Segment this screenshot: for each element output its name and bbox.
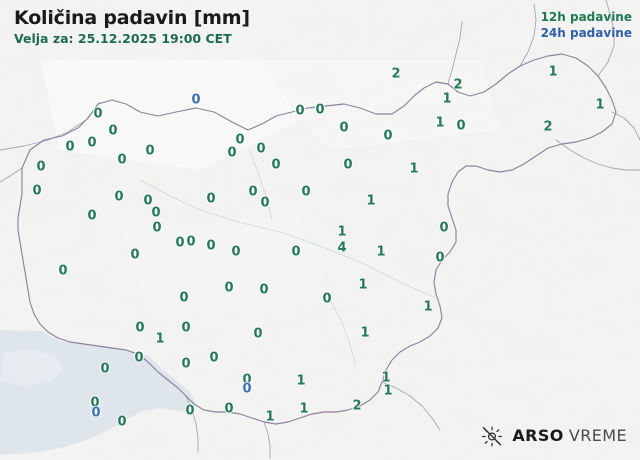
logo-vreme: VREME bbox=[568, 426, 627, 445]
station-value: 1 bbox=[358, 277, 368, 293]
station-value: 4 bbox=[337, 240, 347, 256]
station-value: 0 bbox=[91, 405, 101, 421]
station-value: 0 bbox=[134, 350, 144, 366]
station-value: 0 bbox=[259, 282, 269, 298]
station-value: 1 bbox=[595, 97, 605, 113]
station-value: 0 bbox=[227, 145, 237, 161]
station-value: 0 bbox=[260, 195, 270, 211]
station-value: 0 bbox=[235, 132, 245, 148]
legend-item-12h: 12h padavine bbox=[540, 10, 632, 24]
station-value: 1 bbox=[442, 91, 452, 107]
country-border bbox=[17, 53, 617, 425]
station-value: 0 bbox=[130, 247, 140, 263]
station-value: 0 bbox=[100, 361, 110, 377]
station-value: 0 bbox=[242, 381, 252, 397]
station-value: 0 bbox=[93, 106, 103, 122]
station-value: 1 bbox=[155, 331, 165, 347]
station-value: 1 bbox=[423, 299, 433, 315]
station-value: 2 bbox=[352, 398, 362, 414]
station-value: 0 bbox=[87, 135, 97, 151]
station-value: 0 bbox=[151, 205, 161, 221]
page-title: Količina padavin [mm] bbox=[14, 7, 250, 29]
station-value: 0 bbox=[117, 152, 127, 168]
station-value: 0 bbox=[145, 143, 155, 159]
station-value: 0 bbox=[456, 118, 466, 134]
station-value: 0 bbox=[191, 92, 201, 108]
station-value: 0 bbox=[65, 139, 75, 155]
river-lines bbox=[139, 149, 441, 367]
station-value: 0 bbox=[181, 320, 191, 336]
station-value: 0 bbox=[343, 157, 353, 173]
sun-rays-icon bbox=[482, 426, 503, 447]
station-value: 0 bbox=[256, 141, 266, 157]
station-value: 0 bbox=[295, 103, 305, 119]
station-value: 1 bbox=[383, 383, 393, 399]
station-value: 0 bbox=[36, 159, 46, 175]
station-value: 1 bbox=[376, 244, 386, 260]
station-value: 0 bbox=[248, 184, 258, 200]
station-value: 0 bbox=[135, 320, 145, 336]
station-value: 0 bbox=[117, 414, 127, 430]
station-value: 1 bbox=[296, 373, 306, 389]
station-value: 0 bbox=[143, 193, 153, 209]
station-value: 0 bbox=[271, 157, 281, 173]
logo-arso: ARSO bbox=[512, 426, 564, 445]
station-value: 0 bbox=[90, 395, 100, 411]
arso-vreme-logo: ARSO VREME bbox=[481, 425, 627, 447]
station-value: 0 bbox=[114, 189, 124, 205]
station-value: 0 bbox=[58, 263, 68, 279]
station-value: 2 bbox=[391, 66, 401, 82]
station-value: 0 bbox=[253, 326, 263, 342]
station-value: 0 bbox=[301, 184, 311, 200]
station-value: 0 bbox=[32, 183, 42, 199]
station-value: 0 bbox=[322, 291, 332, 307]
station-value: 0 bbox=[186, 234, 196, 250]
station-value: 0 bbox=[224, 280, 234, 296]
station-value: 0 bbox=[108, 123, 118, 139]
station-value: 0 bbox=[181, 356, 191, 372]
station-value: 0 bbox=[383, 128, 393, 144]
station-value: 1 bbox=[435, 115, 445, 131]
station-value: 0 bbox=[291, 244, 301, 260]
legend-item-24h: 24h padavine bbox=[540, 26, 632, 40]
station-value: 0 bbox=[209, 350, 219, 366]
station-value: 1 bbox=[299, 401, 309, 417]
sea-inlet-north bbox=[0, 349, 64, 386]
station-value: 0 bbox=[242, 372, 252, 388]
station-value: 0 bbox=[315, 102, 325, 118]
station-value: 1 bbox=[337, 224, 347, 240]
station-value: 1 bbox=[409, 161, 419, 177]
station-value: 2 bbox=[543, 119, 553, 135]
station-value: 1 bbox=[366, 193, 376, 209]
station-value: 2 bbox=[453, 77, 463, 93]
station-value: 0 bbox=[185, 403, 195, 419]
station-value: 1 bbox=[381, 370, 391, 386]
station-value: 0 bbox=[231, 244, 241, 260]
station-value: 0 bbox=[206, 238, 216, 254]
station-value: 1 bbox=[265, 409, 275, 425]
valid-time-subtitle: Velja za: 25.12.2025 19:00 CET bbox=[14, 31, 232, 46]
station-value: 0 bbox=[439, 220, 449, 236]
logo-text: ARSO VREME bbox=[512, 427, 627, 445]
station-value: 0 bbox=[206, 191, 216, 207]
station-value: 0 bbox=[175, 235, 185, 251]
legend: 12h padavine 24h padavine bbox=[541, 9, 632, 41]
map-header: Količina padavin [mm] Velja za: 25.12.20… bbox=[14, 6, 250, 47]
station-value: 1 bbox=[360, 325, 370, 341]
station-value: 0 bbox=[224, 401, 234, 417]
station-value: 0 bbox=[339, 120, 349, 136]
station-value: 1 bbox=[548, 64, 558, 80]
station-value: 0 bbox=[152, 220, 162, 236]
station-value: 0 bbox=[87, 208, 97, 224]
station-value: 0 bbox=[435, 250, 445, 266]
station-value: 0 bbox=[179, 290, 189, 306]
